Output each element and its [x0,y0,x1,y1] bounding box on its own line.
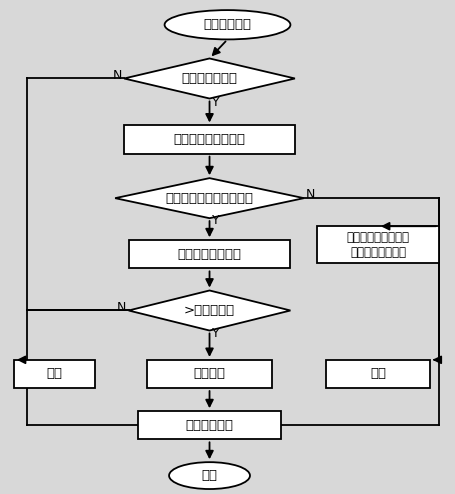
Polygon shape [124,58,295,98]
Text: 报警: 报警 [46,368,62,380]
Text: 零序电压升高: 零序电压升高 [203,18,252,31]
Text: 计算故障持续时间: 计算故障持续时间 [177,248,242,261]
Bar [129,240,290,269]
Text: N: N [113,69,122,82]
Text: 报警: 报警 [370,368,386,380]
Ellipse shape [169,462,250,489]
Bar [137,411,282,440]
Polygon shape [129,290,290,330]
Text: 单相接地故障？: 单相接地故障？ [182,72,238,85]
Ellipse shape [165,10,290,40]
Text: 记录本次故障相、故
障线路及发生时刻: 记录本次故障相、故 障线路及发生时刻 [347,231,410,258]
Polygon shape [115,178,304,218]
Text: N: N [117,301,126,314]
Text: 返回: 返回 [202,469,217,482]
Text: 与上次故障同相、同线？: 与上次故障同相、同线？ [166,192,253,205]
Bar [124,125,295,154]
Text: N: N [306,188,315,201]
Bar [14,360,95,388]
Text: Y: Y [212,328,220,340]
Bar [147,360,273,388]
Bar [318,226,439,263]
Text: >设定时间？: >设定时间？ [184,304,235,317]
Text: 故障线路跳闸: 故障线路跳闸 [186,419,233,432]
Text: 永久故障: 永久故障 [193,368,226,380]
Text: Y: Y [212,213,220,227]
Bar [326,360,430,388]
Text: 单相接地选相、选线: 单相接地选相、选线 [173,133,246,146]
Text: Y: Y [212,96,220,109]
